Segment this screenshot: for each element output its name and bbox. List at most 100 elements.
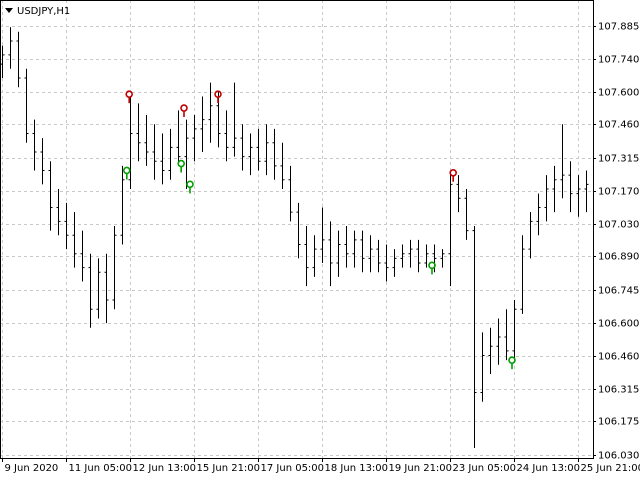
ohlc-bar: [152, 124, 157, 180]
ohlc-bar: [248, 133, 253, 176]
ohlc-bar: [208, 82, 213, 143]
ohlc-bar: [128, 96, 133, 189]
x-tick-label: 9 Jun 2020: [5, 463, 59, 474]
ohlc-bar: [176, 110, 181, 166]
ohlc-bar: [488, 327, 493, 375]
y-tick-label: 107.740: [598, 55, 639, 66]
fractal-marker: [449, 169, 458, 182]
ohlc-bar: [416, 239, 421, 273]
ohlc-bar: [24, 68, 29, 143]
ohlc-bar: [312, 235, 317, 277]
ohlc-bar: [96, 258, 101, 319]
fractal-marker: [180, 104, 188, 118]
y-tick-label: 106.030: [598, 451, 639, 462]
ohlc-bar: [72, 212, 77, 268]
y-tick-label: 106.175: [598, 417, 639, 428]
ohlc-bar: [480, 332, 485, 402]
x-tick-label: 11 Jun 05:00: [69, 463, 133, 474]
x-tick-label: 23 Jun 05:00: [453, 463, 517, 474]
ohlc-bar: [544, 175, 549, 222]
ohlc-bar: [512, 300, 517, 361]
ohlc-bar: [120, 165, 125, 245]
ohlc-bar: [552, 165, 557, 213]
ohlc-bar: [504, 309, 509, 361]
x-tick-label: 15 Jun 21:00: [197, 463, 261, 474]
ohlc-bar: [584, 170, 589, 213]
y-tick-label: 107.170: [598, 187, 639, 198]
ohlc-bar: [576, 175, 581, 217]
menu-triangle[interactable]: [5, 8, 13, 13]
ohlc-bar: [328, 221, 333, 287]
y-tick-label: 107.600: [598, 88, 639, 99]
x-tick-label: 19 Jun 21:00: [389, 463, 453, 474]
ohlc-bar: [256, 128, 261, 171]
ohlc-bar: [288, 165, 293, 222]
x-tick-label: 24 Jun 13:00: [517, 463, 581, 474]
ohlc-bar: [456, 175, 461, 213]
ohlc-bar: [472, 225, 477, 449]
ohlc-bar: [280, 142, 285, 189]
ohlc-bar: [160, 133, 165, 185]
ohlc-bar: [80, 230, 85, 282]
fractal-marker: [177, 159, 186, 173]
ohlc-bar: [568, 161, 573, 213]
y-tick-label: 106.745: [598, 286, 639, 297]
ohlc-bar: [368, 235, 373, 273]
chart-title: USDJPY,H1: [17, 6, 70, 17]
ohlc-bar: [520, 235, 525, 314]
y-tick-label: 106.890: [598, 252, 639, 263]
ohlc-bar: [224, 110, 229, 162]
fractal-marker: [214, 90, 222, 104]
y-tick-label: 107.885: [598, 22, 639, 33]
ohlc-bar: [48, 161, 53, 231]
ohlc-bar: [448, 170, 453, 287]
ohlc-bar: [536, 193, 541, 236]
ohlc-bar: [8, 27, 13, 69]
y-tick-label: 106.315: [598, 385, 639, 396]
y-tick-label: 106.600: [598, 319, 639, 330]
axes: 107.885 107.740 107.600 107.460 107.315 107.1…: [2, 22, 640, 474]
ohlc-bar: [40, 138, 45, 185]
ohlc-bar: [264, 124, 269, 176]
bars: [0, 27, 589, 449]
fractal-marker: [125, 90, 134, 104]
markers: [123, 90, 516, 370]
ohlc-bar: [296, 202, 301, 259]
fractal-marker: [508, 356, 516, 370]
ohlc-bar: [168, 128, 173, 180]
ohlc-bar: [376, 239, 381, 273]
ohlc-bar: [136, 103, 141, 162]
ohlc-bar: [496, 318, 501, 365]
ohlc-bar: [424, 244, 429, 268]
ohlc-bar: [320, 207, 325, 264]
ohlc-bar: [240, 124, 245, 171]
ohlc-bar: [464, 188, 469, 240]
ohlc-bar: [184, 119, 189, 189]
fractal-marker: [428, 261, 436, 275]
y-tick-label: 107.030: [598, 220, 639, 231]
ohlc-bar: [344, 225, 349, 268]
x-tick-label: 17 Jun 05:00: [261, 463, 325, 474]
ohlc-bar: [56, 188, 61, 236]
x-tick-label: 18 Jun 13:00: [325, 463, 389, 474]
x-tick-label: 25 Jun 21:00: [581, 463, 640, 474]
x-tick-label: 12 Jun 13:00: [133, 463, 197, 474]
plot-frame: [0, 0, 594, 459]
ohlc-bar: [400, 244, 405, 268]
ohlc-bar: [392, 249, 397, 277]
ohlc-bar: [384, 244, 389, 282]
ohlc-bar: [360, 230, 365, 273]
ohlc-bar: [408, 239, 413, 268]
ohlc-bar: [112, 225, 117, 310]
y-tick-label: 107.315: [598, 154, 639, 165]
fractal-marker: [123, 166, 131, 180]
ohlc-bar: [32, 119, 37, 171]
ohlc-bar: [88, 253, 93, 328]
ohlc-bar: [528, 212, 533, 259]
y-tick-label: 106.460: [598, 352, 639, 363]
ohlc-bar: [352, 230, 357, 268]
ohlc-bar: [16, 31, 21, 88]
ohlc-bar: [200, 96, 205, 152]
